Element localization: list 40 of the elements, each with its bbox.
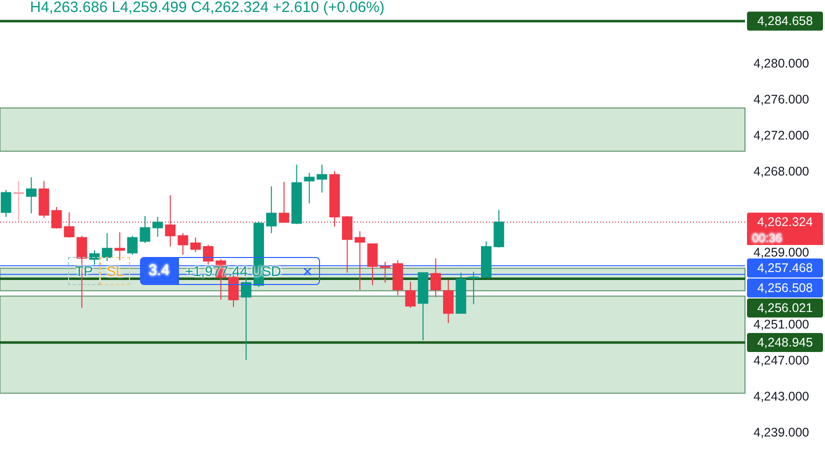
candlestick <box>0 189 12 218</box>
ref-line-label: 4,248.945 <box>757 335 813 350</box>
candlestick <box>443 279 454 324</box>
candlestick <box>405 281 416 308</box>
y-tick-label: 4,272.000 <box>754 128 810 142</box>
y-tick-label: 4,251.000 <box>754 318 810 332</box>
ref-line-label: 4,257.468 <box>757 261 813 275</box>
candlestick <box>26 176 37 214</box>
y-tick-label: 4,276.000 <box>754 92 810 106</box>
y-tick-label: 4,280.000 <box>754 56 810 70</box>
y-tick-label: 4,247.000 <box>754 354 810 368</box>
candlestick <box>190 237 201 252</box>
candlestick <box>430 258 441 298</box>
ref-line-label: 4,262.324 <box>757 215 813 230</box>
y-tick-label: 4,239.000 <box>754 426 810 440</box>
candlestick <box>114 232 125 261</box>
annotation: H4,263.686 L4,259.499 C4,262.324 +2.610 (+0.06%) <box>30 0 384 18</box>
text: 00:36 <box>747 231 823 245</box>
y-tick-label: 4,268.000 <box>754 164 810 178</box>
candlestick <box>152 216 163 238</box>
candlestick <box>178 232 188 256</box>
y-tick-label: 4,243.000 <box>754 390 810 404</box>
candlestick <box>266 186 277 234</box>
candlestick <box>140 216 150 244</box>
candlestick <box>304 172 315 204</box>
candlestick <box>13 180 24 224</box>
y-tick-label: 4,259.000 <box>754 246 810 260</box>
candlestick <box>367 243 378 286</box>
candlestick <box>316 164 328 194</box>
candlestick <box>240 278 252 360</box>
candlestick <box>354 230 366 290</box>
candlestick <box>468 271 479 305</box>
candlestick <box>202 244 214 266</box>
candlestick <box>380 261 390 284</box>
candlestick <box>127 235 138 256</box>
ref-line-label: 4,256.508 <box>757 281 813 295</box>
ref-line-label: 4,284.658 <box>757 14 813 28</box>
candlestick <box>102 232 112 262</box>
ref-line-label: 4,256.021 <box>757 301 813 315</box>
annotation: 3.4 <box>140 257 178 285</box>
